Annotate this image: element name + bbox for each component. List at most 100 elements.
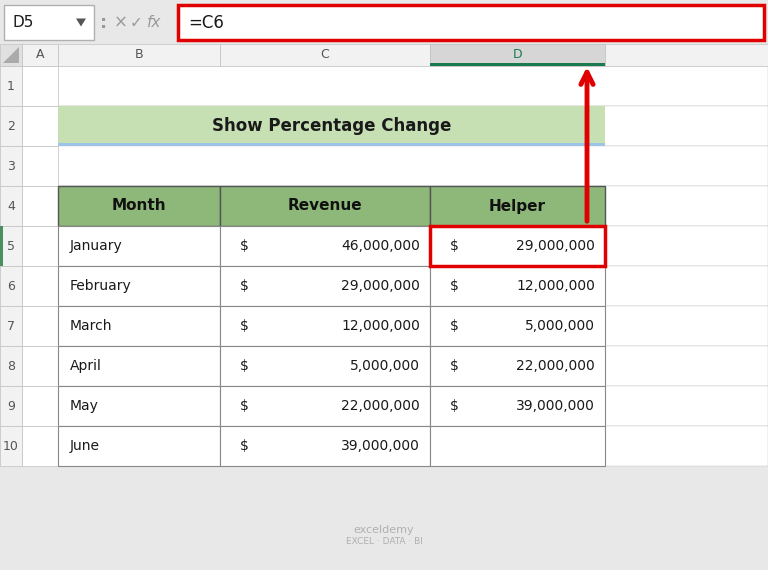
Bar	[0, 306, 22, 346]
Bar	[22, 386, 58, 426]
Text: $: $	[240, 439, 249, 453]
Bar	[22, 44, 58, 66]
Bar	[22, 226, 58, 266]
Polygon shape	[3, 47, 19, 63]
Bar	[58, 106, 768, 146]
Text: exceldemy: exceldemy	[354, 525, 414, 535]
Bar	[58, 266, 768, 306]
Text: D: D	[513, 47, 522, 60]
Bar	[0, 426, 22, 466]
Bar	[430, 63, 605, 66]
Bar	[58, 426, 220, 466]
Text: 8: 8	[7, 360, 15, 373]
Text: =C6: =C6	[188, 14, 224, 31]
Text: fx: fx	[147, 15, 161, 30]
Text: $: $	[450, 239, 458, 253]
Text: February: February	[70, 279, 132, 293]
Bar	[58, 143, 605, 146]
Bar	[22, 266, 58, 306]
Text: $: $	[240, 279, 249, 293]
Text: 22,000,000: 22,000,000	[341, 399, 420, 413]
Text: $: $	[240, 239, 249, 253]
Bar	[58, 386, 768, 426]
Text: $: $	[450, 279, 458, 293]
Text: EXCEL · DATA · BI: EXCEL · DATA · BI	[346, 536, 422, 545]
Bar	[58, 346, 768, 386]
Bar	[0, 66, 22, 106]
Text: Show Percentage Change: Show Percentage Change	[212, 117, 451, 135]
Text: 46,000,000: 46,000,000	[341, 239, 420, 253]
Text: Revenue: Revenue	[288, 198, 362, 214]
Text: $: $	[450, 399, 458, 413]
Bar	[58, 226, 768, 266]
Bar	[430, 386, 605, 426]
Text: 3: 3	[7, 160, 15, 173]
Text: $: $	[240, 319, 249, 333]
Bar	[22, 426, 58, 466]
Text: 9: 9	[7, 400, 15, 413]
Text: March: March	[70, 319, 112, 333]
Text: $: $	[240, 359, 249, 373]
Bar	[22, 186, 58, 226]
Text: 6: 6	[7, 279, 15, 292]
Text: 39,000,000: 39,000,000	[516, 399, 595, 413]
Bar	[58, 386, 220, 426]
Text: 29,000,000: 29,000,000	[516, 239, 595, 253]
Bar	[430, 44, 605, 66]
Text: 10: 10	[3, 439, 19, 453]
Text: B: B	[134, 47, 144, 60]
Bar	[178, 5, 764, 40]
Text: 22,000,000: 22,000,000	[516, 359, 595, 373]
Bar	[58, 66, 768, 106]
Text: 5,000,000: 5,000,000	[350, 359, 420, 373]
Bar	[605, 44, 768, 66]
Text: April: April	[70, 359, 102, 373]
Bar	[220, 186, 430, 226]
Text: 39,000,000: 39,000,000	[341, 439, 420, 453]
Text: 5,000,000: 5,000,000	[525, 319, 595, 333]
Bar	[0, 44, 22, 66]
Text: $: $	[450, 239, 458, 253]
Bar	[0, 386, 22, 426]
Bar	[58, 186, 768, 226]
Text: ×: ×	[114, 14, 128, 31]
Text: C: C	[320, 47, 329, 60]
Bar	[220, 346, 430, 386]
Bar	[430, 226, 605, 266]
Bar	[22, 306, 58, 346]
Bar	[430, 44, 605, 66]
Text: $: $	[240, 399, 249, 413]
Text: Helper: Helper	[489, 198, 546, 214]
Bar	[4, 5, 94, 40]
Bar	[0, 186, 22, 226]
Bar	[58, 146, 768, 186]
Bar	[220, 386, 430, 426]
Text: 5: 5	[7, 239, 15, 253]
Text: 12,000,000: 12,000,000	[516, 279, 595, 293]
Bar	[430, 266, 605, 306]
Text: 4: 4	[7, 200, 15, 213]
Bar	[220, 226, 430, 266]
Bar	[430, 426, 605, 466]
Text: ✓: ✓	[130, 15, 143, 30]
Bar	[22, 346, 58, 386]
Bar	[58, 426, 768, 466]
Bar	[58, 306, 220, 346]
Text: January: January	[70, 239, 123, 253]
Text: $: $	[450, 319, 458, 333]
Bar	[430, 346, 605, 386]
Text: June: June	[70, 439, 100, 453]
Bar	[58, 106, 605, 146]
Bar	[0, 146, 22, 186]
Text: D5: D5	[12, 15, 33, 30]
Text: 29,000,000: 29,000,000	[516, 239, 595, 253]
Bar	[22, 106, 58, 146]
Bar	[430, 186, 605, 226]
Text: :: :	[100, 14, 107, 31]
Bar	[0, 44, 768, 66]
Text: Month: Month	[111, 198, 167, 214]
Bar	[220, 306, 430, 346]
Text: $: $	[450, 359, 458, 373]
Bar	[58, 44, 220, 66]
Bar	[22, 146, 58, 186]
